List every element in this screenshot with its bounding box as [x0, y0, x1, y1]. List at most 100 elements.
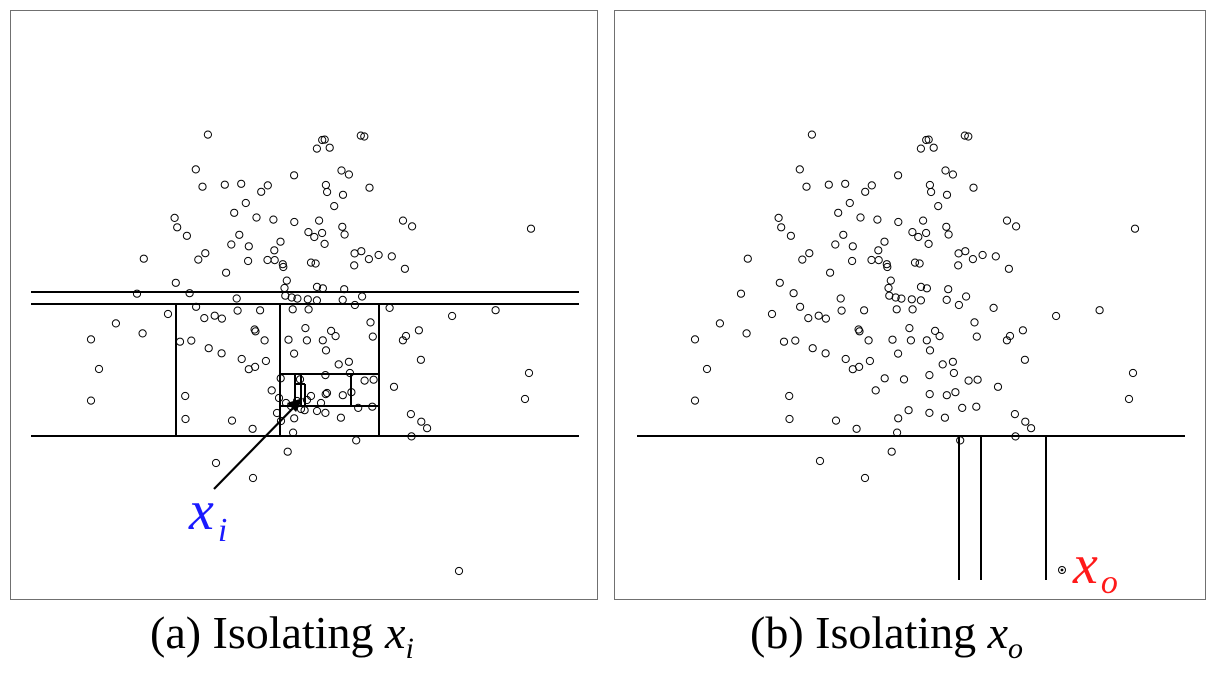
data-point — [871, 386, 880, 395]
data-point — [344, 170, 353, 179]
data-point — [338, 295, 347, 304]
data-point — [211, 458, 221, 468]
data-point — [220, 180, 229, 189]
data-point — [491, 306, 500, 315]
data-point — [520, 394, 530, 404]
data-point — [826, 268, 835, 277]
data-point — [925, 408, 934, 417]
data-point — [949, 368, 958, 378]
data-point — [194, 255, 203, 264]
data-point — [839, 230, 848, 239]
data-point — [1012, 222, 1021, 231]
data-point — [1010, 410, 1019, 419]
data-point — [786, 231, 795, 240]
data-point — [874, 256, 883, 265]
data-point — [241, 198, 250, 208]
data-point — [283, 447, 292, 456]
data-point — [374, 250, 383, 260]
data-point — [951, 388, 960, 397]
data-point — [327, 326, 336, 335]
data-point — [925, 390, 934, 399]
data-point — [171, 278, 180, 287]
data-point — [993, 382, 1003, 391]
data-point — [916, 144, 925, 153]
data-point — [968, 255, 977, 264]
data-point — [210, 311, 219, 320]
data-point — [941, 166, 950, 175]
data-point — [408, 222, 417, 231]
data-point — [235, 230, 244, 239]
data-point — [962, 292, 971, 301]
data-point — [796, 302, 805, 311]
data-point — [860, 306, 869, 315]
data-point — [321, 346, 331, 355]
data-point — [715, 319, 725, 328]
data-point — [330, 202, 339, 211]
data-point — [864, 336, 873, 345]
data-point — [1052, 311, 1061, 321]
data-point — [972, 332, 981, 341]
data-point — [261, 356, 270, 366]
data-point — [86, 396, 96, 405]
data-point — [767, 309, 777, 319]
data-point — [290, 217, 299, 227]
data-point — [288, 305, 297, 314]
data-point — [892, 305, 901, 314]
data-point — [203, 130, 212, 139]
data-point — [929, 143, 938, 152]
data-point — [1020, 355, 1029, 364]
data-point — [916, 296, 925, 305]
data-point — [798, 255, 807, 264]
data-point — [970, 318, 979, 327]
data-point — [922, 228, 931, 238]
data-point — [944, 230, 953, 239]
data-point — [1005, 331, 1015, 341]
data-point — [954, 300, 963, 310]
data-point — [856, 213, 865, 222]
data-point — [416, 355, 425, 364]
data-point — [293, 294, 302, 303]
caption-b-text: (b) Isolating — [750, 607, 988, 658]
data-point — [973, 375, 982, 384]
data-point — [352, 436, 361, 445]
data-point — [942, 222, 951, 231]
data-point — [942, 295, 951, 304]
data-point — [791, 336, 800, 345]
data-point — [925, 371, 934, 380]
data-point — [306, 258, 316, 267]
data-point — [743, 254, 752, 263]
data-points-b — [690, 130, 1140, 483]
data-point — [690, 335, 700, 344]
data-point — [318, 336, 327, 345]
data-point — [821, 349, 830, 358]
data-point — [400, 264, 409, 273]
data-point — [1018, 326, 1027, 335]
data-point — [325, 143, 334, 152]
data-point — [852, 424, 861, 433]
data-point — [290, 171, 299, 180]
data-point — [201, 249, 210, 258]
data-point — [290, 349, 299, 358]
caption-b: (b) Isolating xo — [750, 606, 1023, 664]
data-point — [323, 187, 332, 197]
data-point — [336, 413, 345, 422]
data-point — [904, 406, 913, 415]
data-point — [991, 252, 1000, 261]
data-point — [779, 337, 789, 346]
data-point — [814, 311, 823, 320]
data-point — [369, 375, 378, 384]
data-point — [690, 396, 700, 405]
data-point — [905, 324, 914, 333]
data-point — [284, 335, 293, 344]
data-point — [173, 223, 182, 232]
data-point — [318, 228, 327, 238]
data-point — [775, 278, 784, 287]
data-point — [882, 260, 891, 269]
data-point — [306, 391, 316, 401]
xo-label: xo — [1072, 534, 1118, 601]
data-point — [777, 223, 786, 232]
data-point — [736, 289, 746, 298]
data-point — [894, 349, 903, 358]
